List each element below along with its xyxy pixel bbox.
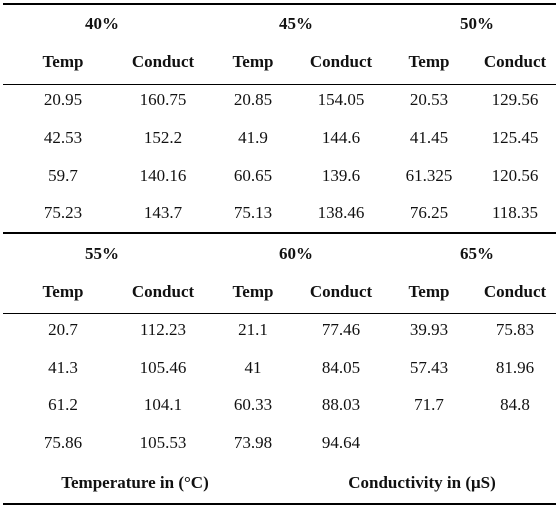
column-header-conduct: Conduct [483, 282, 547, 301]
concentration-header: 55% [85, 244, 119, 263]
column-header-temp: Temp [42, 282, 84, 301]
table-cell: 160.75 [139, 90, 187, 109]
table-cell: 104.1 [143, 395, 183, 414]
table-cell: 75.23 [43, 203, 83, 222]
top-rule [3, 3, 556, 5]
temperature-unit-label: Temperature in (°C) [61, 473, 209, 492]
concentration-header: 50% [460, 14, 494, 33]
table-cell: 61.325 [405, 166, 453, 185]
table-cell: 140.16 [139, 166, 187, 185]
table-cell: 84.05 [321, 358, 361, 377]
column-header-temp: Temp [232, 282, 274, 301]
table-cell: 75.86 [43, 433, 83, 452]
table-cell: 105.46 [139, 358, 187, 377]
table-cell: 20.95 [43, 90, 83, 109]
concentration-header: 40% [85, 14, 119, 33]
table-cell: 154.05 [317, 90, 365, 109]
table-cell: 59.7 [48, 166, 78, 185]
table-cell: 152.2 [143, 128, 183, 147]
table-cell: 125.45 [491, 128, 539, 147]
block1-header-rule [3, 84, 556, 85]
column-header-temp: Temp [408, 282, 450, 301]
concentration-header: 45% [279, 14, 313, 33]
table-cell: 60.33 [233, 395, 273, 414]
table-cell: 60.65 [233, 166, 273, 185]
table-cell: 20.7 [48, 320, 78, 339]
table-cell: 84.8 [500, 395, 530, 414]
table-cell: 73.98 [233, 433, 273, 452]
table-cell: 39.93 [409, 320, 449, 339]
column-header-conduct: Conduct [131, 282, 195, 301]
table-cell: 41.3 [48, 358, 78, 377]
bottom-rule [3, 503, 556, 505]
column-header-temp: Temp [42, 52, 84, 71]
table-cell: 21.1 [238, 320, 268, 339]
concentration-header: 65% [460, 244, 494, 263]
table-cell: 139.6 [321, 166, 361, 185]
table-cell: 129.56 [491, 90, 539, 109]
table-cell: 20.53 [409, 90, 449, 109]
column-header-conduct: Conduct [131, 52, 195, 71]
table-cell: 61.2 [48, 395, 78, 414]
table-cell: 138.46 [317, 203, 365, 222]
table-cell: 105.53 [139, 433, 187, 452]
table-cell: 57.43 [409, 358, 449, 377]
column-header-conduct: Conduct [309, 52, 373, 71]
table-cell: 88.03 [321, 395, 361, 414]
table-cell: 42.53 [43, 128, 83, 147]
table-cell: 120.56 [491, 166, 539, 185]
conductivity-unit-label: Conductivity in (μS) [348, 473, 496, 492]
table-cell: 81.96 [495, 358, 535, 377]
table-cell [397, 423, 461, 463]
table-cell: 77.46 [321, 320, 361, 339]
table-cell: 20.85 [233, 90, 273, 109]
table-cell: 76.25 [409, 203, 449, 222]
table-cell: 118.35 [491, 203, 539, 222]
table-cell: 75.83 [495, 320, 535, 339]
concentration-header: 60% [279, 244, 313, 263]
table-cell: 71.7 [414, 395, 444, 414]
column-header-conduct: Conduct [483, 52, 547, 71]
table-cell: 41.9 [238, 128, 268, 147]
table-cell: 75.13 [233, 203, 273, 222]
column-header-temp: Temp [232, 52, 274, 71]
column-header-temp: Temp [408, 52, 450, 71]
table-cell: 112.23 [139, 320, 187, 339]
block-separator-rule [3, 232, 556, 234]
table-cell: 143.7 [143, 203, 183, 222]
table-cell: 41.45 [409, 128, 449, 147]
table-cell: 41 [244, 358, 262, 377]
table-cell: 94.64 [321, 433, 361, 452]
table-cell [474, 423, 556, 463]
column-header-conduct: Conduct [309, 282, 373, 301]
table-cell: 144.6 [321, 128, 361, 147]
block2-header-rule [3, 313, 556, 314]
